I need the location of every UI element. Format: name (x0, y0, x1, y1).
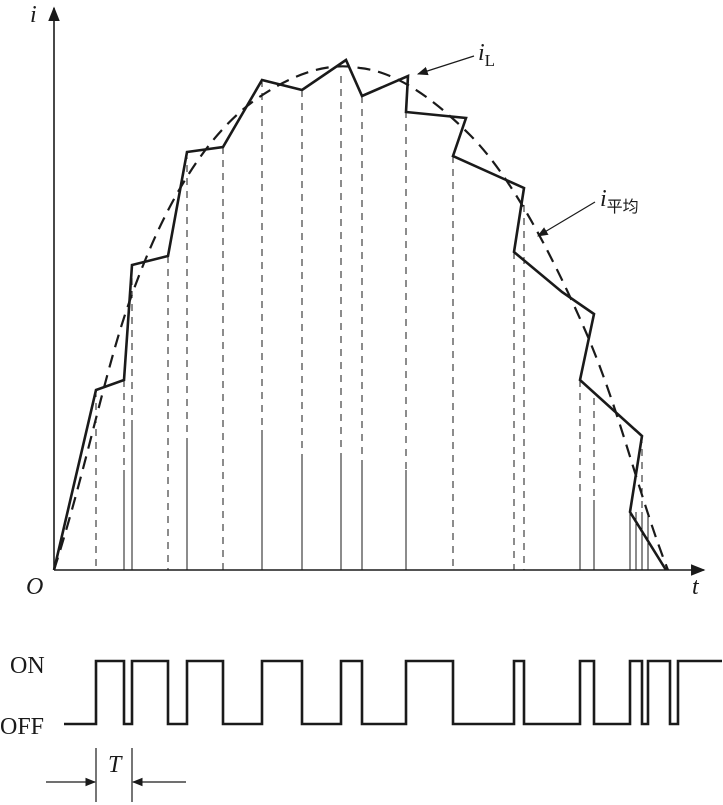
on-level-label: ON (10, 653, 45, 679)
x-axis-label: t (692, 574, 700, 600)
il-leader (416, 55, 475, 76)
off-level-label: OFF (0, 714, 44, 740)
period-dimension (46, 748, 186, 802)
origin-label: O (26, 574, 43, 600)
average-current-label: i平均 (600, 186, 639, 216)
average-current-curve (52, 65, 670, 571)
y-axis-label: i (30, 2, 37, 28)
switch-state-waveform (64, 659, 722, 726)
period-label: T (108, 752, 123, 778)
iavg-leader (537, 201, 596, 237)
switching-guide-lines (95, 76, 649, 570)
inductor-current-waveform (52, 58, 668, 571)
inductor-current-label: iL (478, 40, 495, 70)
axes (48, 6, 706, 576)
